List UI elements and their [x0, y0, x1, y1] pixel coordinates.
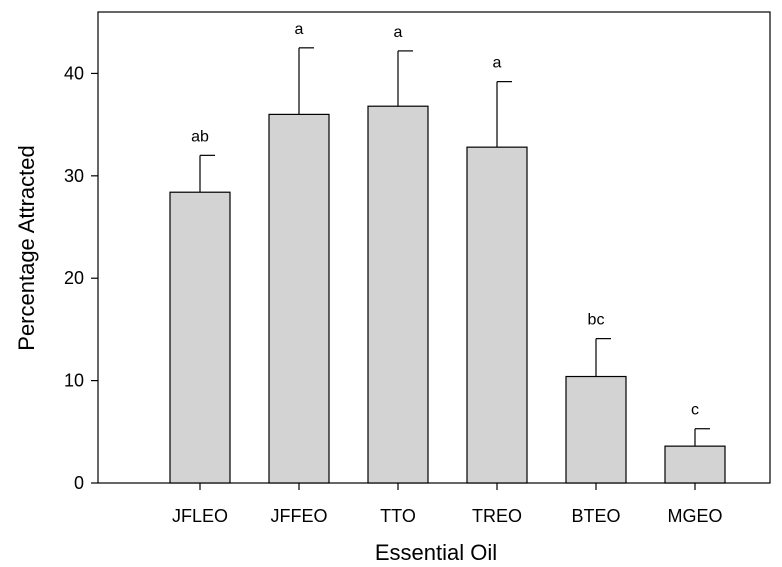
significance-letter: a: [295, 21, 304, 38]
bar: [466, 146, 528, 484]
y-tick-label: 10: [64, 371, 84, 391]
plot-frame: [97, 11, 771, 484]
x-tick-label: MGEO: [667, 506, 722, 526]
bar: [169, 191, 231, 484]
x-tick-label: JFFEO: [271, 506, 328, 526]
y-tick-label: 40: [64, 63, 84, 83]
x-tick-label: TREO: [472, 506, 522, 526]
x-tick-label: JFLEO: [172, 506, 228, 526]
bar: [268, 113, 330, 484]
significance-letter: bc: [588, 312, 605, 329]
x-tick-label: TTO: [380, 506, 416, 526]
bar: [367, 105, 429, 484]
y-tick-label: 0: [74, 473, 84, 493]
x-axis-labels: JFLEO JFFEO TTO TREO BTEO MGEO: [172, 483, 723, 526]
y-tick-label: 30: [64, 166, 84, 186]
y-tick-label: 20: [64, 268, 84, 288]
significance-letter: ab: [191, 128, 209, 145]
x-tick-label: BTEO: [571, 506, 620, 526]
axes: [97, 11, 771, 484]
x-axis-title: Essential Oil: [375, 540, 497, 565]
bar: [565, 375, 627, 484]
significance-letter: c: [691, 402, 699, 419]
significance-letter: a: [394, 24, 403, 41]
bar: [664, 445, 726, 484]
y-axis-ticks: 0 10 20 30 40: [64, 63, 98, 493]
significance-letter: a: [493, 55, 502, 72]
bars: ab a a a bc c: [169, 21, 726, 484]
y-axis-title: Percentage Attracted: [14, 145, 39, 350]
